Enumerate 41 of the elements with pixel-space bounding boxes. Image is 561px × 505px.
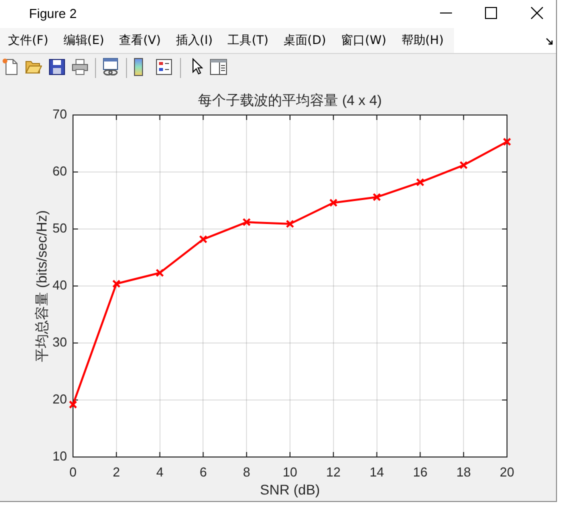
x-tick-label: 4	[156, 464, 164, 480]
x-tick-label: 8	[242, 464, 250, 480]
point	[416, 178, 424, 186]
x-tick-label: 2	[112, 464, 120, 480]
point	[199, 235, 208, 244]
y-tick-label: 20	[52, 392, 67, 407]
text: 窗口(W)	[341, 32, 386, 49]
x-tick-label: 12	[326, 464, 341, 480]
text: 查看(V)	[119, 32, 161, 49]
point	[68, 400, 78, 409]
x-tick-label: 16	[412, 464, 428, 480]
point	[459, 160, 468, 170]
y-tick-label: 50	[52, 220, 67, 236]
y-tick-label: 10	[52, 448, 67, 464]
x-tick-label: 10	[282, 464, 298, 480]
y-tick-label: 70	[52, 106, 67, 122]
point	[112, 280, 121, 288]
x-tick-label: 0	[69, 464, 77, 480]
y-axis-title: 平均总容量 (bits/sec/Hz)	[33, 210, 50, 362]
x-tick-label: 18	[456, 464, 471, 480]
point	[156, 268, 164, 278]
x-tick-label: 6	[200, 464, 207, 480]
x-axis-title: SNR (dB)	[260, 481, 320, 498]
chart-title: 每个子载波的平均容量 (4 x 4)	[197, 91, 383, 109]
point	[329, 198, 338, 207]
text: 工具(T)	[228, 32, 268, 49]
text: 帮助(H)	[401, 32, 444, 49]
y-tick-label: 30	[52, 334, 67, 350]
y-tick-label: 60	[52, 164, 67, 179]
text: 编辑(E)	[63, 32, 104, 49]
text: 文件(F)	[8, 32, 48, 49]
point	[502, 138, 512, 146]
point	[286, 220, 294, 228]
caption: Figure 2	[29, 6, 77, 21]
x-tick-label: 14	[370, 464, 384, 480]
point	[242, 218, 251, 226]
y-tick-label: 40	[52, 278, 67, 293]
x-tick-label: 20	[500, 464, 514, 480]
point	[372, 192, 381, 202]
text: 插入(I)	[176, 32, 213, 49]
text: 桌面(D)	[283, 32, 326, 49]
